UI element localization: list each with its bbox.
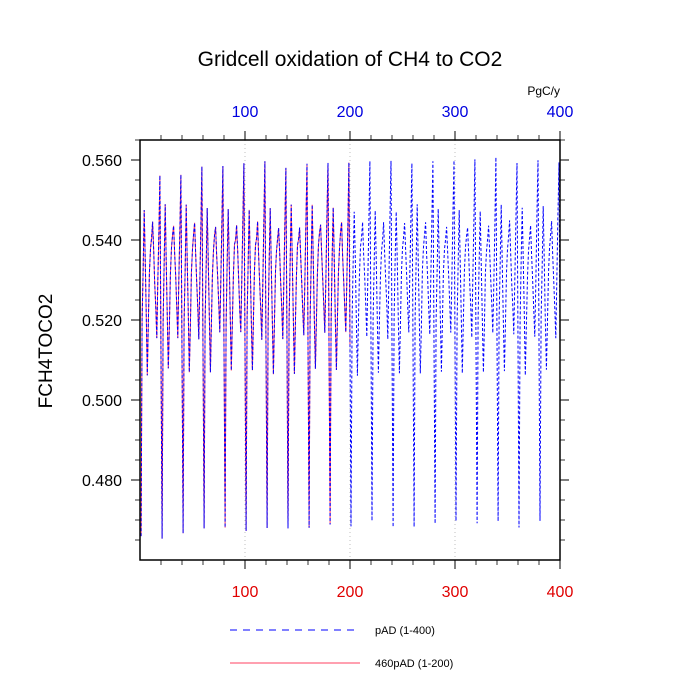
series-group [140, 157, 561, 539]
legend-label-460: 460pAD (1-200) [375, 658, 453, 670]
x-top-tick-label: 200 [337, 104, 364, 121]
y-axis-label: FCH4TOCO2 [36, 294, 57, 409]
x-bottom-tick-label: 400 [547, 584, 574, 601]
x-top-tick-label: 400 [547, 104, 574, 121]
y-tick-label: 0.520 [82, 313, 122, 330]
series-line-pAD [140, 157, 561, 539]
legend-label-pad: pAD (1-400) [375, 625, 435, 637]
series-line-460pAD [140, 161, 351, 539]
units-label: PgC/y [527, 84, 560, 98]
chart-title: Gridcell oxidation of CH4 to CO2 [198, 48, 503, 71]
y-tick-label: 0.500 [82, 393, 122, 410]
x-bottom-tick-label: 100 [232, 584, 259, 601]
y-tick-label: 0.480 [82, 473, 122, 490]
x-top-tick-label: 100 [232, 104, 259, 121]
y-tick-label: 0.560 [82, 153, 122, 170]
axis-ticks: 100 100 200 200 300 300 400 400 0.480 0.500 0.520 0… [82, 104, 573, 601]
y-tick-label: 0.540 [82, 233, 122, 250]
x-bottom-tick-label: 200 [337, 584, 364, 601]
x-top-tick-label: 300 [442, 104, 469, 121]
x-bottom-tick-label: 300 [442, 584, 469, 601]
